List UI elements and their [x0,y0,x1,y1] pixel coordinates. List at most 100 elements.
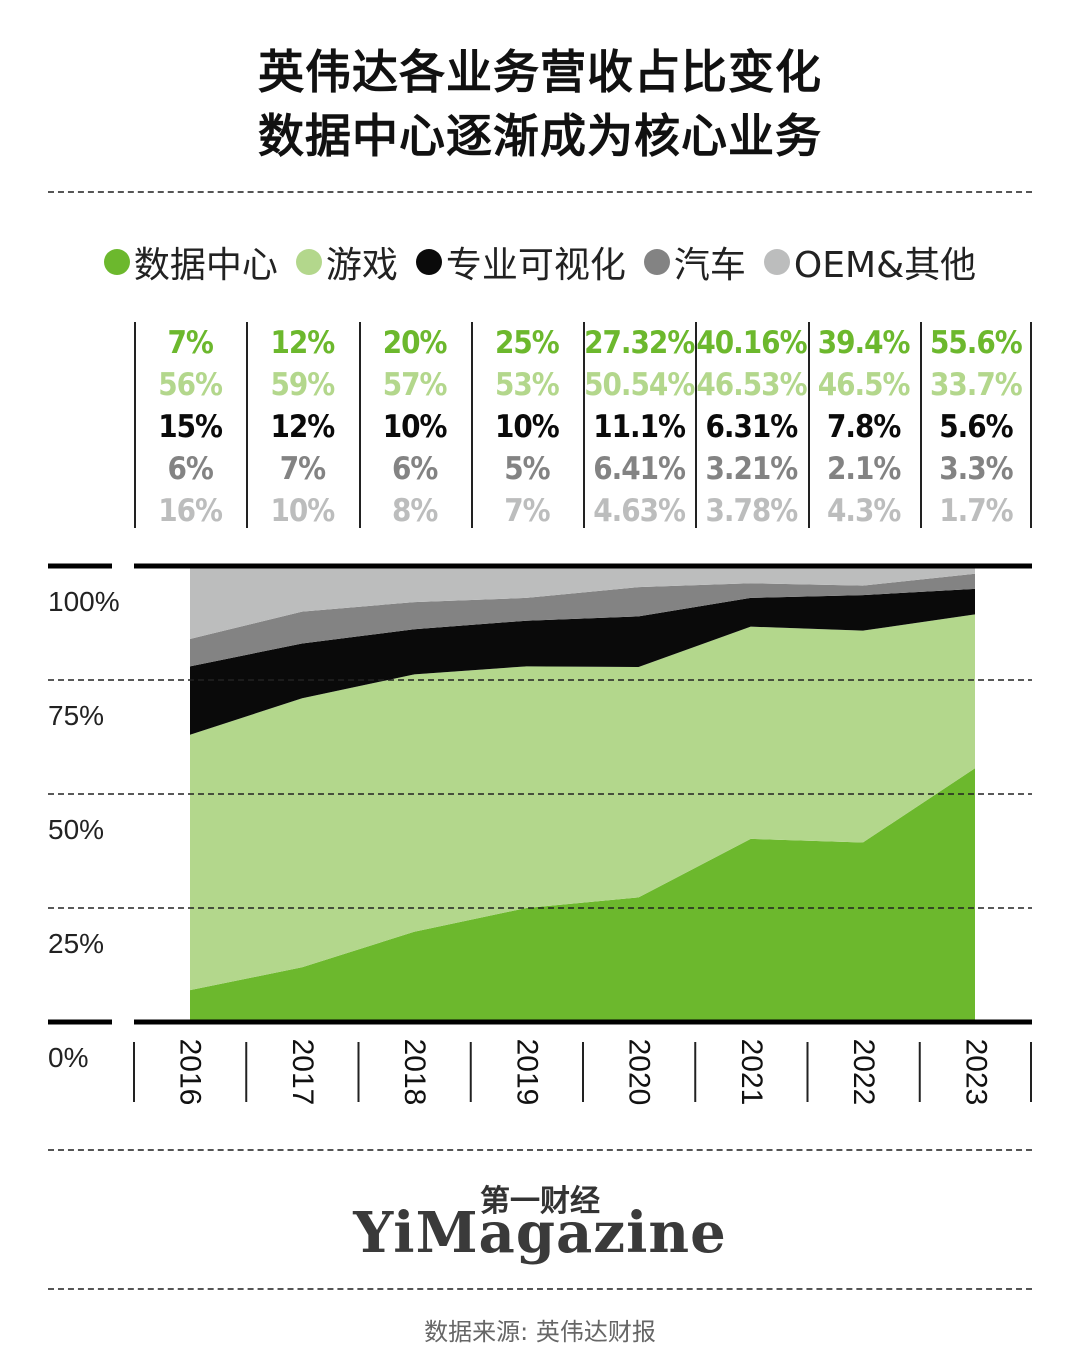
table-column-divider [919,322,922,528]
table-column-divider [358,322,361,528]
table-cell: 10% [494,409,560,445]
x-tick-label-2018: 2018 [398,1039,431,1106]
x-tick-label-2016: 2016 [174,1039,207,1106]
area-series-0 [190,768,975,1022]
table-column-2023: 55.6% 33.7% 5.6% 3.3% 1.7% [921,322,1031,532]
legend-item-data-center: 数据中心 [103,236,278,288]
table-cell: 6.41% [593,451,686,487]
legend-dot-oem [763,249,790,275]
table-column-divider [807,322,810,528]
table-column-divider [134,322,136,528]
legend-dot-pro-vis [415,249,442,275]
table-cell: 40.16% [696,325,807,361]
area-series-3 [190,573,975,667]
x-tick-label-2023: 2023 [959,1039,992,1106]
table-column-2020: 27.32% 50.54% 11.1% 6.41% 4.63% [584,322,695,532]
table-cell: 3.21% [705,451,798,487]
table-column-divider [695,322,698,528]
legend-label-data-center: 数据中心 [133,245,278,286]
y-tick-label-50: 50% [48,814,105,845]
table-column-2022: 39.4% 46.5% 7.8% 2.1% 4.3% [809,322,919,532]
table-cell: 59% [270,367,335,403]
table-cell: 46.5% [817,367,911,403]
top-divider [48,191,1032,193]
legend-item-pro-vis: 专业可视化 [415,236,626,288]
middle-divider [48,1149,1032,1151]
table-cell: 50.54% [584,367,695,403]
table-cell: 7% [167,325,213,361]
chart-title-line1: 英伟达各业务营收占比变化 [258,45,822,99]
y-tick-label-25: 25% [48,928,105,959]
legend-label-oem: OEM&其他 [793,245,977,286]
area-series-4 [190,566,975,639]
table-cell: 12% [270,325,335,361]
table-cell: 1.7% [939,493,1013,529]
x-tick-label-2017: 2017 [286,1039,319,1106]
table-cell: 53% [494,367,560,403]
table-column-divider [470,322,473,528]
table-cell: 56% [158,367,223,403]
table-cell: 20% [382,325,448,361]
table-cell: 7.8% [826,409,901,445]
table-cell: 5.6% [939,409,1013,445]
table-cell: 11.1% [593,409,686,445]
table-column-divider [583,322,585,528]
table-cell: 12% [270,409,335,445]
y-tick-label-75: 75% [48,700,105,731]
table-column-2017: 12% 59% 12% 7% 10% [247,322,357,532]
table-column-2016: 7% 56% 15% 6% 16% [135,322,245,532]
table-cell: 3.78% [705,493,798,529]
table-cell: 33.7% [929,367,1023,403]
legend-label-pro-vis: 专业可视化 [445,245,626,286]
data-source-note: 数据来源: 英伟达财报 [424,1318,656,1346]
table-cell: 55.6% [929,325,1023,361]
legend-item-gaming: 游戏 [295,236,398,288]
table-cell: 39.4% [817,325,911,361]
table-column-2019: 25% 53% 10% 5% 7% [472,322,582,532]
y-tick-label-100: 100% [48,586,120,617]
x-tick-label-2022: 2022 [847,1039,880,1106]
y-tick-label-0: 0% [48,1042,89,1073]
table-cell: 27.32% [584,325,695,361]
x-tick-label-2019: 2019 [510,1039,543,1106]
table-cell: 4.3% [826,493,901,529]
table-cell: 5% [504,451,550,487]
table-cell: 25% [494,325,560,361]
table-cell: 57% [382,367,448,403]
table-cell: 6% [391,451,438,487]
legend-dot-data-center [103,249,130,275]
legend-label-auto: 汽车 [673,245,746,286]
brand-logo-chinese: 第一财经 [480,1184,600,1219]
x-tick-label-2020: 2020 [623,1039,656,1106]
legend: 数据中心 游戏 专业可视化 汽车 OEM&其他 [0,236,1080,288]
table-cell: 8% [391,493,438,529]
table-cell: 4.63% [593,493,686,529]
legend-item-oem: OEM&其他 [763,236,977,288]
table-cell: 15% [158,409,223,445]
area-series-2 [190,588,975,735]
table-cell: 2.1% [826,451,901,487]
table-cell: 10% [270,493,335,529]
x-tick-label-2021: 2021 [735,1039,768,1106]
table-cell: 10% [382,409,448,445]
legend-dot-auto [643,249,670,275]
table-cell: 6.31% [705,409,798,445]
area-series-1 [190,614,975,991]
table-cell: 6% [167,451,213,487]
table-column-divider [1030,322,1032,528]
legend-dot-gaming [295,249,322,275]
legend-item-auto: 汽车 [643,236,746,288]
table-column-divider [246,322,249,528]
table-cell: 46.53% [696,367,807,403]
bottom-divider [48,1288,1032,1290]
chart-title-line2: 数据中心逐渐成为核心业务 [258,109,822,163]
table-cell: 3.3% [939,451,1013,487]
table-cell: 7% [279,451,326,487]
percentage-table: 7% 56% 15% 6% 16% 12% 59% 12% 7% 10% 20% 57% 10% 6% 8%… [134,322,1032,529]
brand-logo-english: YiMagazine [353,1200,727,1266]
table-cell: 16% [158,493,223,529]
table-cell: 7% [504,493,550,529]
table-column-2021: 40.16% 46.53% 6.31% 3.21% 3.78% [696,322,807,532]
table-column-2018: 20% 57% 10% 6% 8% [360,322,470,532]
